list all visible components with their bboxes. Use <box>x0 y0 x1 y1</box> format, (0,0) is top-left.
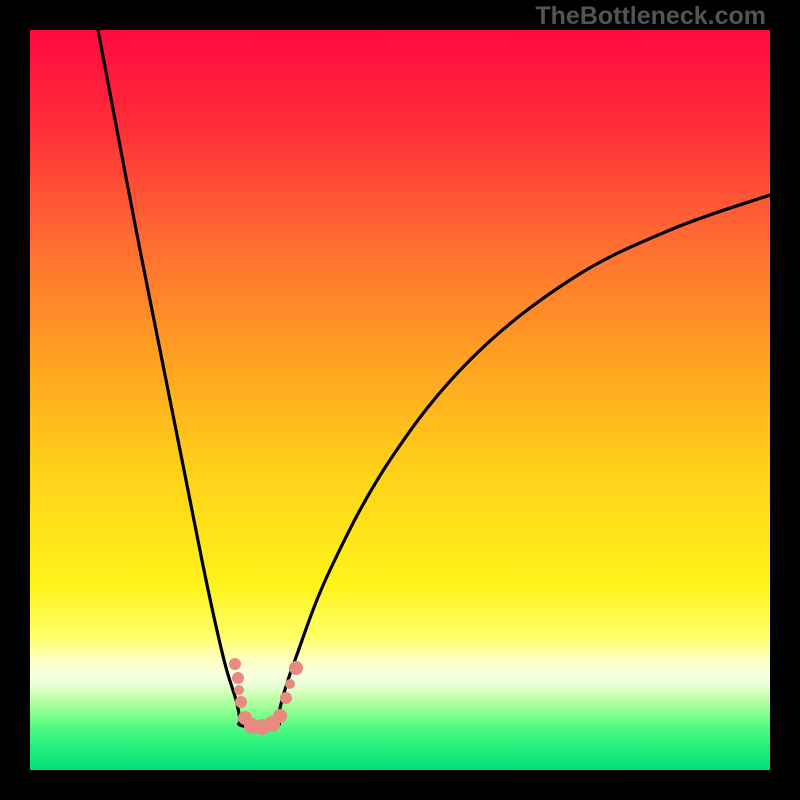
data-marker <box>232 672 244 684</box>
data-marker <box>273 709 287 723</box>
plot-area <box>30 30 770 770</box>
data-marker <box>280 692 292 704</box>
data-marker <box>285 679 295 689</box>
data-marker <box>289 661 303 675</box>
markers-layer <box>30 30 770 770</box>
data-marker <box>234 685 244 695</box>
chart-frame: TheBottleneck.com <box>0 0 800 800</box>
data-marker <box>229 658 241 670</box>
watermark-text: TheBottleneck.com <box>535 2 766 31</box>
data-marker <box>235 696 247 708</box>
